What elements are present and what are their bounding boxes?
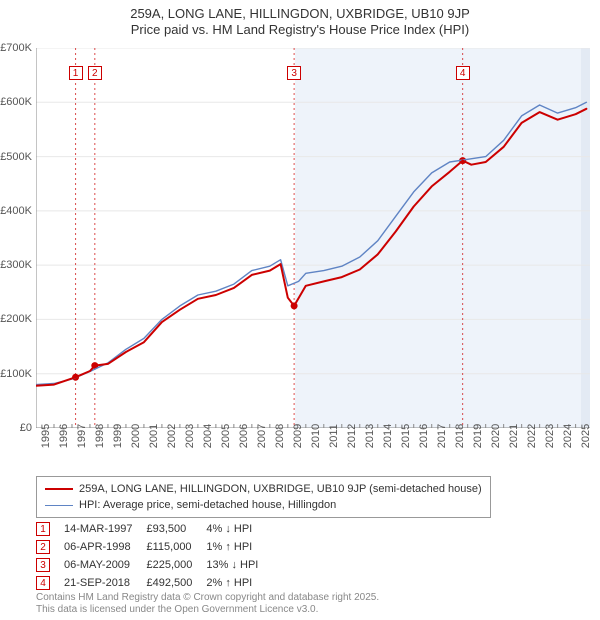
- x-tick-label: 2001: [148, 424, 160, 448]
- title-line-2: Price paid vs. HM Land Registry's House …: [10, 22, 590, 37]
- x-tick-label: 2015: [400, 424, 412, 448]
- y-tick-label: £200K: [0, 313, 32, 325]
- event-price: £93,500: [146, 520, 206, 538]
- y-tick-label: £600K: [0, 96, 32, 108]
- footer: Contains HM Land Registry data © Crown c…: [36, 592, 379, 616]
- event-delta: 4% ↓ HPI: [206, 520, 272, 538]
- legend-label-hpi: HPI: Average price, semi-detached house,…: [79, 497, 336, 513]
- y-tick-label: £0: [20, 422, 32, 434]
- event-row: 2 06-APR-1998£115,0001% ↑ HPI: [36, 538, 272, 556]
- event-delta: 13% ↓ HPI: [206, 556, 272, 574]
- chart-event-marker: 2: [88, 66, 102, 80]
- x-tick-label: 2021: [508, 424, 520, 448]
- event-price: £225,000: [146, 556, 206, 574]
- x-tick-label: 2010: [310, 424, 322, 448]
- legend-label-price-paid: 259A, LONG LANE, HILLINGDON, UXBRIDGE, U…: [79, 481, 482, 497]
- legend-item-price-paid: 259A, LONG LANE, HILLINGDON, UXBRIDGE, U…: [45, 481, 482, 497]
- legend-swatch-hpi: [45, 505, 73, 506]
- event-date: 14-MAR-1997: [64, 520, 146, 538]
- event-marker: 2: [36, 540, 50, 554]
- chart-event-marker: 4: [456, 66, 470, 80]
- event-price: £115,000: [146, 538, 206, 556]
- x-tick-label: 2023: [544, 424, 556, 448]
- title-block: 259A, LONG LANE, HILLINGDON, UXBRIDGE, U…: [0, 0, 600, 39]
- legend-item-hpi: HPI: Average price, semi-detached house,…: [45, 497, 482, 513]
- event-marker: 3: [36, 558, 50, 572]
- y-tick-label: £500K: [0, 151, 32, 163]
- event-row: 4 21-SEP-2018£492,5002% ↑ HPI: [36, 574, 272, 592]
- x-tick-label: 2022: [526, 424, 538, 448]
- x-tick-label: 2000: [130, 424, 142, 448]
- event-row: 3 06-MAY-2009£225,00013% ↓ HPI: [36, 556, 272, 574]
- event-date: 06-APR-1998: [64, 538, 146, 556]
- x-tick-label: 2012: [346, 424, 358, 448]
- event-marker: 1: [36, 522, 50, 536]
- event-price: £492,500: [146, 574, 206, 592]
- legend-swatch-price-paid: [45, 488, 73, 490]
- x-tick-label: 2004: [202, 424, 214, 448]
- x-tick-label: 2018: [454, 424, 466, 448]
- event-delta: 2% ↑ HPI: [206, 574, 272, 592]
- x-tick-label: 2005: [220, 424, 232, 448]
- x-tick-label: 1996: [58, 424, 70, 448]
- x-tick-label: 2008: [274, 424, 286, 448]
- x-axis-labels: 1995199619971998199920002001200220032004…: [36, 432, 590, 472]
- x-tick-label: 2003: [184, 424, 196, 448]
- x-tick-label: 1997: [76, 424, 88, 448]
- chart-container: 259A, LONG LANE, HILLINGDON, UXBRIDGE, U…: [0, 0, 600, 620]
- x-tick-label: 2020: [490, 424, 502, 448]
- x-tick-label: 2019: [472, 424, 484, 448]
- y-tick-label: £700K: [0, 42, 32, 54]
- x-tick-label: 2006: [238, 424, 250, 448]
- x-tick-label: 1998: [94, 424, 106, 448]
- footer-line-2: This data is licensed under the Open Gov…: [36, 604, 379, 616]
- event-date: 06-MAY-2009: [64, 556, 146, 574]
- y-tick-label: £300K: [0, 259, 32, 271]
- x-tick-label: 2025: [580, 424, 592, 448]
- x-tick-label: 2016: [418, 424, 430, 448]
- x-tick-label: 1999: [112, 424, 124, 448]
- chart-svg: [36, 48, 590, 428]
- event-delta: 1% ↑ HPI: [206, 538, 272, 556]
- event-row: 1 14-MAR-1997£93,5004% ↓ HPI: [36, 520, 272, 538]
- x-tick-label: 2014: [382, 424, 394, 448]
- y-tick-label: £100K: [0, 368, 32, 380]
- x-tick-label: 2017: [436, 424, 448, 448]
- y-tick-label: £400K: [0, 205, 32, 217]
- x-tick-label: 2013: [364, 424, 376, 448]
- event-marker: 4: [36, 576, 50, 590]
- chart-event-marker: 3: [287, 66, 301, 80]
- chart-event-marker: 1: [69, 66, 83, 80]
- events-table: 1 14-MAR-1997£93,5004% ↓ HPI 2 06-APR-1998£…: [36, 520, 272, 592]
- x-tick-label: 2002: [166, 424, 178, 448]
- x-tick-label: 2009: [292, 424, 304, 448]
- x-tick-label: 2024: [562, 424, 574, 448]
- x-tick-label: 2011: [328, 424, 340, 448]
- x-tick-label: 2007: [256, 424, 268, 448]
- title-line-1: 259A, LONG LANE, HILLINGDON, UXBRIDGE, U…: [10, 6, 590, 21]
- legend: 259A, LONG LANE, HILLINGDON, UXBRIDGE, U…: [36, 476, 491, 518]
- footer-line-1: Contains HM Land Registry data © Crown c…: [36, 592, 379, 604]
- event-date: 21-SEP-2018: [64, 574, 146, 592]
- x-tick-label: 1995: [40, 424, 52, 448]
- chart-plot-area: £0£100K£200K£300K£400K£500K£600K£700K123…: [36, 48, 590, 428]
